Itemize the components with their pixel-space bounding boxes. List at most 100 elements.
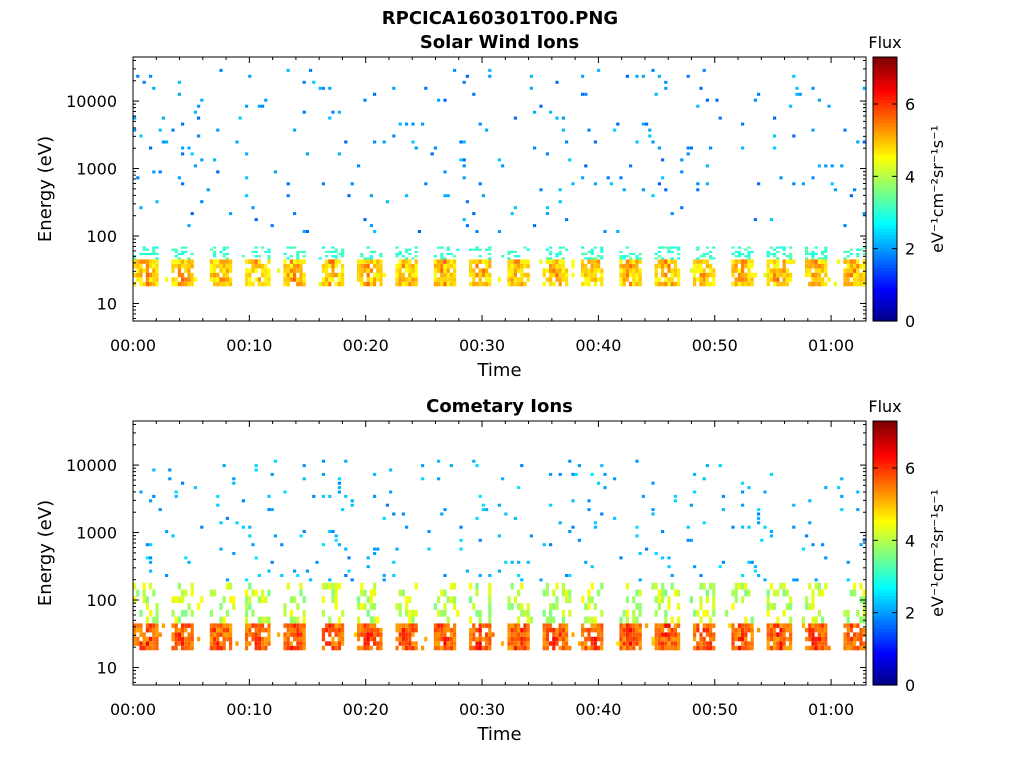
heatmap-cell [766,627,770,633]
heatmap-cell [469,248,473,251]
heatmap-cell [369,277,373,282]
heatmap-cell [846,281,850,287]
heatmap-cell [686,525,690,529]
heatmap-cell [165,277,169,282]
heatmap-cell [750,250,754,253]
heatmap-cell [382,516,386,520]
heatmap-cell [334,534,338,538]
heatmap-cell [296,281,300,287]
heatmap-cell [773,268,777,273]
heatmap-cell [443,268,447,273]
heatmap-cell [453,263,457,269]
heatmap-cell [302,477,306,481]
heatmap-cell [600,636,604,642]
heatmap-cell [385,503,389,507]
heatmap-cell [133,623,137,628]
heatmap-cell [133,259,137,264]
heatmap-cell [856,623,860,628]
heatmap-cell [216,272,220,278]
heatmap-cell [561,272,565,278]
colorbar-segment [873,99,897,104]
heatmap-cell [747,623,751,628]
heatmap-cell [667,250,671,253]
heatmap-cell [619,556,623,560]
heatmap-cell [811,603,815,610]
heatmap-cell [449,582,453,590]
heatmap-cell [430,152,434,156]
heatmap-cell [408,596,412,604]
heatmap-cell [513,206,517,210]
heatmap-cell [769,246,773,249]
heatmap-cell [552,636,556,642]
heatmap-cell [856,636,860,642]
heatmap-cell [433,263,437,269]
heatmap-cell [766,645,770,651]
heatmap-cell [401,272,405,278]
heatmap-cell [622,627,626,633]
heatmap-cell [616,230,620,233]
heatmap-cell [552,272,556,278]
heatmap-cell [645,122,649,126]
heatmap-cell [312,494,316,498]
heatmap-cell [289,277,293,282]
heatmap-cell [261,263,265,269]
heatmap-cell [587,281,591,287]
heatmap-cell [635,589,639,597]
heatmap-cell [555,263,559,269]
heatmap-cell [171,632,175,637]
colorbar-segment [873,83,897,88]
heatmap-cell [517,603,521,610]
heatmap-cell [696,246,700,249]
heatmap-cell [789,603,793,610]
heatmap-cell [709,645,713,651]
heatmap-cell [744,582,748,590]
heatmap-cell [565,268,569,273]
heatmap-cell [219,632,223,637]
heatmap-cell [741,281,745,287]
heatmap-cell [721,508,725,512]
heatmap-cell [664,259,668,264]
heatmap-cell [808,499,812,503]
heatmap-cell [366,641,370,646]
colorbar-segment [873,248,897,253]
heatmap-cell [584,272,588,278]
heatmap-cell [219,627,223,633]
heatmap-cell [424,182,428,186]
heatmap-cell [619,616,623,624]
heatmap-cell [478,574,482,577]
heatmap-cell [702,272,706,278]
heatmap-cell [363,263,367,269]
heatmap-cell [638,627,642,633]
heatmap-cell [289,268,293,273]
heatmap-cell [769,636,773,642]
heatmap-cell [216,281,220,287]
heatmap-cell [286,272,290,278]
heatmap-cell [136,627,140,633]
heatmap-cell [824,268,828,273]
x-tick-label: 00:00 [110,336,156,355]
heatmap-cell [341,609,345,617]
heatmap-cell [619,268,623,273]
heatmap-cell [705,645,709,651]
heatmap-cell [705,98,709,102]
heatmap-cell [446,277,450,282]
heatmap-cell [545,623,549,628]
heatmap-cell [209,272,213,278]
heatmap-cell [184,250,188,253]
heatmap-cell [366,257,370,260]
heatmap-cell [446,636,450,642]
heatmap-cell [696,641,700,646]
heatmap-cell [414,627,418,633]
heatmap-cell [709,257,713,260]
heatmap-cell [302,110,306,114]
heatmap-cell [744,277,748,282]
heatmap-cell [379,255,383,258]
heatmap-cell [766,589,770,597]
colorbar-label: eV⁻¹cm⁻²sr⁻¹s⁻¹ [928,489,947,617]
colorbar-segment [873,73,897,78]
heatmap-cell [853,259,857,264]
heatmap-cell [139,641,143,646]
heatmap-cell [369,259,373,264]
colorbar-segment [873,231,897,236]
heatmap-cell [843,645,847,651]
